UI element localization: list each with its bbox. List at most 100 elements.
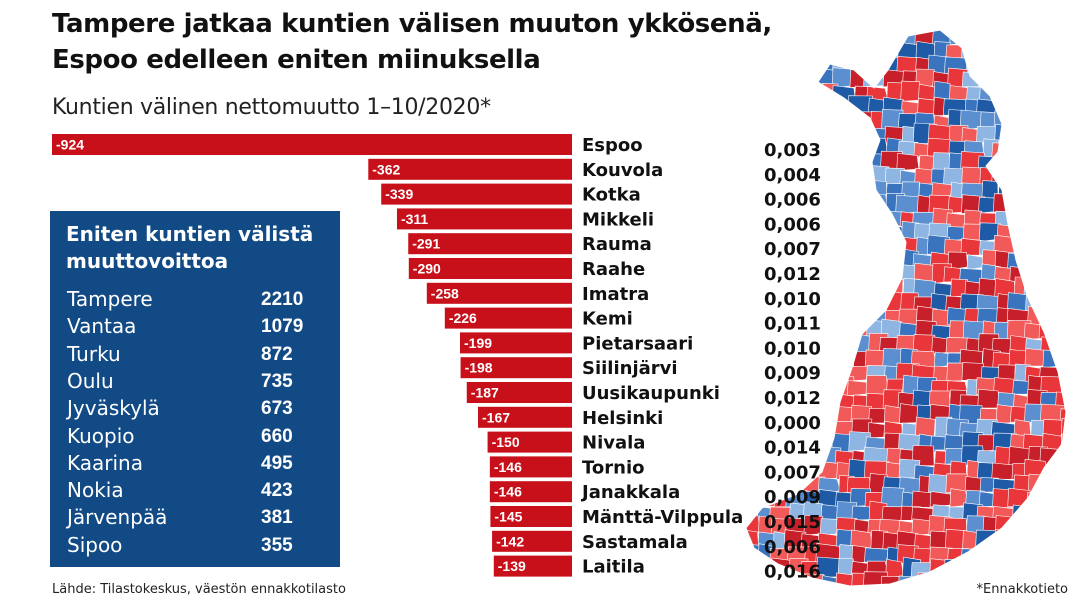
side-value-label: 0,012 xyxy=(764,264,821,285)
side-value-label: 0,010 xyxy=(764,338,821,359)
panel-row: Tampere 2210 xyxy=(67,286,317,313)
category-label: Janakkala xyxy=(580,482,680,503)
panel-row: Jyväskylä 673 xyxy=(67,395,317,422)
panel-value: 735 xyxy=(261,370,293,392)
category-label: Raahe xyxy=(582,259,645,280)
bar-value-label: -150 xyxy=(492,434,520,450)
side-value-label: 0,007 xyxy=(764,239,821,260)
bar-janakkala xyxy=(489,481,572,503)
side-value-label: 0,016 xyxy=(764,562,821,583)
panel-city: Jyväskylä xyxy=(67,396,160,421)
side-value-label: 0,009 xyxy=(764,363,821,384)
bar-espoo xyxy=(52,134,572,155)
category-label: Espoo xyxy=(582,135,643,156)
bar-helsinki xyxy=(478,406,572,428)
bar-value-label: -167 xyxy=(482,409,510,425)
bar-value-label: -226 xyxy=(449,310,477,326)
panel-row: Kuopio 660 xyxy=(67,423,317,450)
map-region xyxy=(946,362,967,382)
side-value-label: 0,014 xyxy=(764,438,821,459)
bar-sastamala xyxy=(492,530,572,552)
bar-value-label: -145 xyxy=(494,509,522,525)
category-label: Pietarsaari xyxy=(582,333,693,354)
side-value-label: 0,010 xyxy=(764,289,821,310)
panel-city: Kuopio xyxy=(67,423,135,448)
bars-group: -924 Espoo 0,003 -362 Kouvola 0,004 -339 Kotka 0… xyxy=(52,134,821,583)
bar-imatra xyxy=(426,282,572,304)
bar-value-label: -187 xyxy=(471,385,499,401)
panel-row: Sipoo 355 xyxy=(67,532,317,559)
panel-value: 2210 xyxy=(261,289,304,310)
category-label: Tornio xyxy=(582,457,644,478)
bar-value-label: -146 xyxy=(494,484,522,500)
bar-value-label: -258 xyxy=(431,285,459,301)
category-label: Kouvola xyxy=(582,160,663,181)
category-label: Mänttä-Vilppula xyxy=(582,507,743,528)
bar-value-label: -924 xyxy=(56,137,84,153)
bar-siilinjärvi xyxy=(460,357,572,379)
category-label: Rauma xyxy=(582,234,652,255)
category-label: Uusikaupunki xyxy=(582,383,720,404)
bar-value-label: -339 xyxy=(385,186,413,202)
bar-value-label: -290 xyxy=(413,261,441,277)
panel-city: Tampere xyxy=(67,287,153,311)
panel-value: 1079 xyxy=(261,316,304,338)
side-value-label: 0,006 xyxy=(764,537,821,558)
source-note: Lähde: Tilastokeskus, väestön ennakkotil… xyxy=(52,582,346,597)
panel-title: Eniten kuntien välistä muuttovoittoa xyxy=(66,222,314,273)
panel-city: Kaarina xyxy=(67,450,143,475)
panel-row: Kaarina 495 xyxy=(67,450,317,477)
panel-value: 381 xyxy=(261,507,293,529)
finland-municipality-map-icon xyxy=(745,29,1067,587)
side-value-label: 0,015 xyxy=(764,512,821,533)
bar-value-label: -291 xyxy=(412,236,440,252)
category-label: Sastamala xyxy=(582,532,688,553)
category-label: Nivala xyxy=(582,433,645,454)
panel-city: Oulu xyxy=(67,368,114,393)
side-value-label: 0,003 xyxy=(764,140,821,161)
panel-value: 355 xyxy=(261,534,293,556)
side-value-label: 0,007 xyxy=(764,462,821,483)
bar-mänttä-vilppula xyxy=(490,506,572,527)
side-value-label: 0,000 xyxy=(764,413,821,434)
bar-nivala xyxy=(487,431,572,453)
panel-row: Turku 872 xyxy=(67,341,317,368)
bar-value-label: -142 xyxy=(496,533,524,549)
side-value-label: 0,006 xyxy=(764,214,821,235)
bar-pietarsaari xyxy=(460,332,572,354)
chart-title: Tampere jatkaa kuntien välisen muuton yk… xyxy=(52,6,772,78)
side-value-label: 0,011 xyxy=(764,314,821,335)
category-label: Helsinki xyxy=(582,408,663,429)
map-region xyxy=(1060,417,1066,439)
category-label: Kotka xyxy=(582,185,641,206)
bar-raahe xyxy=(408,258,572,279)
bar-uusikaupunki xyxy=(466,382,572,403)
panel-row: Järvenpää 381 xyxy=(67,504,317,531)
bar-value-label: -199 xyxy=(464,335,492,351)
panel-row: Oulu 735 xyxy=(67,368,317,395)
category-label: Laitila xyxy=(582,557,645,578)
title-line-2: Espoo edelleen eniten miinuksella xyxy=(52,45,541,75)
panel-city: Nokia xyxy=(67,478,124,503)
bar-value-label: -198 xyxy=(465,360,493,376)
map-outline xyxy=(745,29,1067,587)
category-label: Siilinjärvi xyxy=(582,358,678,379)
panel-city: Järvenpää xyxy=(67,505,168,530)
panel-value: 660 xyxy=(261,425,293,447)
bar-value-label: -146 xyxy=(494,459,522,475)
panel-row: Nokia 423 xyxy=(67,477,317,504)
chart-subtitle: Kuntien välinen nettomuutto 1–10/2020* xyxy=(52,95,491,120)
panel-city: Sipoo xyxy=(67,532,123,557)
bar-kemi xyxy=(444,307,572,329)
bar-laitila xyxy=(493,555,572,577)
bar-mikkeli xyxy=(396,208,572,230)
panel-value: 495 xyxy=(261,452,293,474)
panel-value: 872 xyxy=(261,343,293,365)
panel-row: Vantaa 1079 xyxy=(67,313,317,340)
side-value-label: 0,012 xyxy=(764,388,821,409)
side-value-label: 0,006 xyxy=(764,190,821,211)
bar-value-label: -311 xyxy=(401,211,428,227)
panel-city: Turku xyxy=(67,341,121,366)
bar-tornio xyxy=(489,456,572,478)
